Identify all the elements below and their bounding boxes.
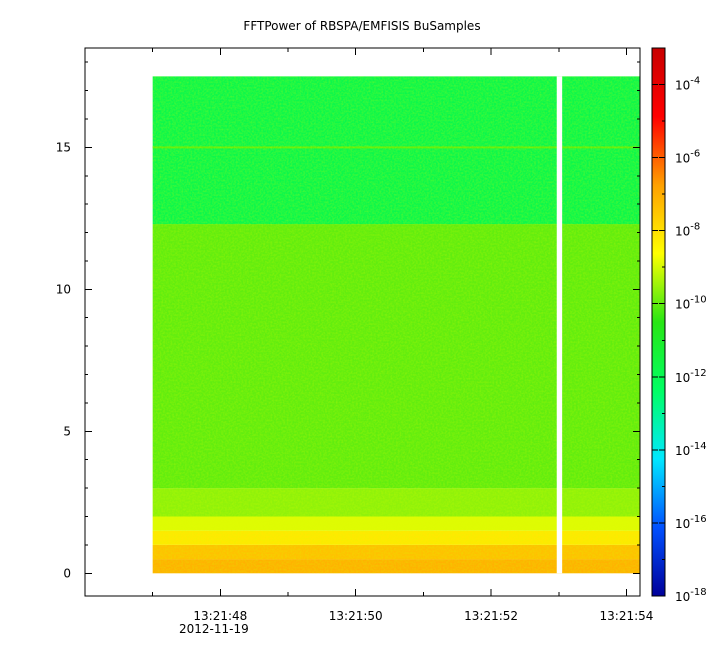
x-tick-label-2: 13:21:52 [464, 609, 518, 623]
plot-frame [84, 47, 641, 597]
x-tick-label-3: 13:21:54 [600, 609, 654, 623]
colorbar-tick-label-6: 10-16 [675, 514, 707, 531]
colorbar-tick-label-0: 10-4 [675, 76, 700, 93]
x-axis: 13:21:48 13:21:50 13:21:52 13:21:54 [152, 48, 654, 623]
colorbar: 10-4 10-6 10-8 10-10 10-12 10-14 10-16 10-18 [651, 47, 707, 604]
colorbar-tick-label-2: 10-8 [675, 222, 700, 239]
y-tick-label-0: 0 [63, 566, 71, 580]
colorbar-tick-label-7: 10-18 [675, 587, 707, 604]
y-tick-label-3: 15 [56, 140, 71, 154]
y-axis: 0 5 10 15 [56, 61, 640, 580]
x-tick-label-0: 13:21:48 [193, 609, 247, 623]
speckle-overlay [152, 76, 640, 574]
colorbar-ticks: 10-4 10-6 10-8 10-10 10-12 10-14 10-16 10-18 [652, 47, 707, 604]
colorbar-tick-label-5: 10-14 [675, 441, 707, 458]
y-tick-label-2: 10 [56, 282, 71, 296]
colorbar-tick-label-4: 10-12 [675, 368, 707, 385]
colorbar-fill [652, 48, 665, 596]
colorbar-frame [651, 47, 666, 597]
x-axis-date-label: 2012-11-19 [179, 622, 249, 636]
chart-title: FFTPower of RBSPA/EMFISIS BuSamples [243, 19, 480, 33]
colorbar-tick-label-3: 10-10 [675, 295, 707, 312]
y-tick-label-1: 5 [63, 424, 71, 438]
colorbar-tick-label-1: 10-6 [675, 149, 700, 166]
data-gap [556, 76, 563, 574]
x-tick-label-1: 13:21:50 [329, 609, 383, 623]
